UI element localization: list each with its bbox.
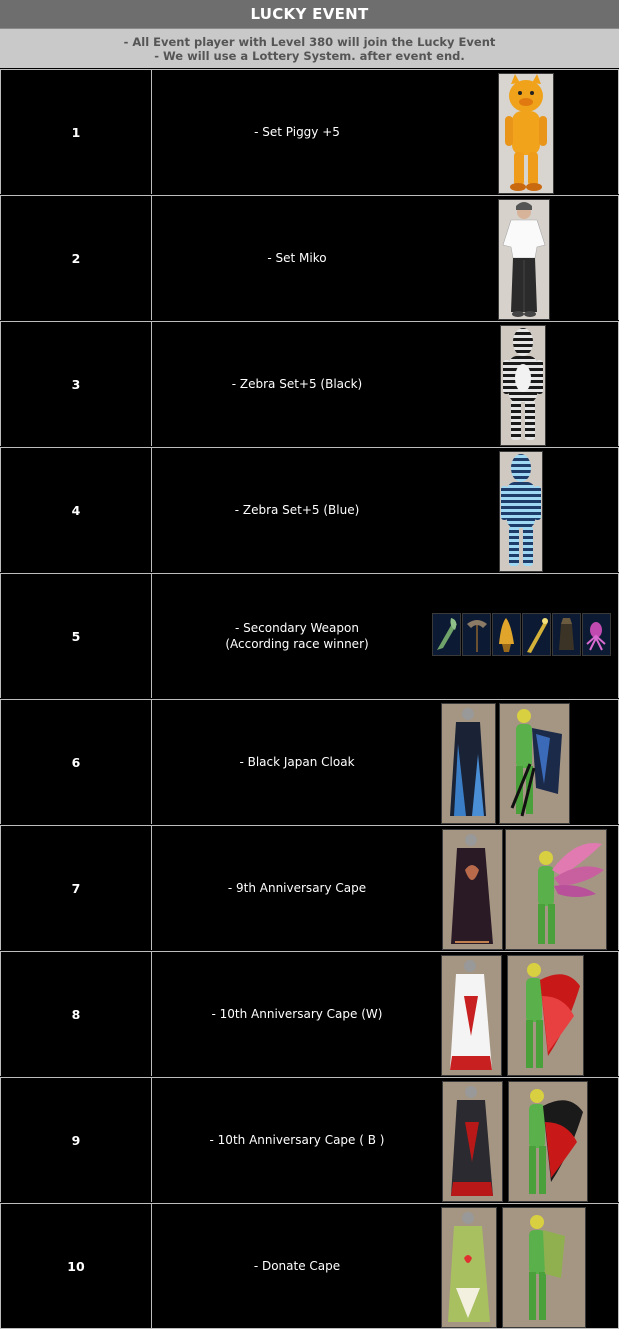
prize-name-note: (According race winner) [225, 637, 369, 651]
prize-cell: - 9th Anniversary Cape [152, 826, 619, 950]
cape-back-image [442, 1081, 503, 1202]
prize-row-2: 2 - Set Miko [0, 195, 619, 320]
prize-row-7: 7 - 9th Anniversary Cape [0, 825, 619, 950]
prize-name: - Zebra Set+5 (Blue) [234, 503, 360, 517]
weapon-image-1 [432, 613, 461, 656]
event-notes: - All Event player with Level 380 will j… [0, 29, 619, 68]
prize-name: - Black Japan Cloak [239, 755, 355, 769]
prize-name: - Set Miko [267, 251, 327, 265]
prize-table: 1 - Set Piggy +5 [0, 69, 619, 1329]
zebra-black-costume-image [500, 325, 546, 446]
prize-name: - Secondary Weapon [235, 621, 359, 635]
event-note-2: - We will use a Lottery System. after ev… [154, 48, 465, 63]
prize-number: 2 [0, 196, 152, 320]
cape-back-image [441, 1207, 497, 1328]
piggy-costume-image [498, 73, 554, 194]
prize-cell: - 10th Anniversary Cape ( B ) [152, 1078, 619, 1202]
prize-row-5: 5 - Secondary Weapon (According race win… [0, 573, 619, 698]
prize-number: 6 [0, 700, 152, 824]
prize-cell: - Black Japan Cloak [152, 700, 619, 824]
prize-number: 4 [0, 448, 152, 572]
prize-cell: - Zebra Set+5 (Blue) [152, 448, 619, 572]
prize-name: - Donate Cape [253, 1259, 341, 1273]
event-note-1: - All Event player with Level 380 will j… [123, 34, 496, 49]
weapon-image-3 [492, 613, 521, 656]
prize-cell: - Set Miko [152, 196, 619, 320]
cape-back-image [442, 829, 503, 950]
prize-number: 9 [0, 1078, 152, 1202]
weapon-image-5 [552, 613, 581, 656]
cloak-side-image [499, 703, 570, 824]
prize-number: 10 [0, 1204, 152, 1328]
cloak-back-image [441, 703, 496, 824]
prize-row-9: 9 - 10th Anniversary Cape ( B ) [0, 1077, 619, 1202]
prize-number: 8 [0, 952, 152, 1076]
weapon-image-4 [522, 613, 551, 656]
prize-cell: - Secondary Weapon (According race winne… [152, 574, 619, 698]
weapon-image-6 [582, 613, 611, 656]
prize-row-8: 8 - 10th Anniversary Cape (W) [0, 951, 619, 1076]
prize-cell: - Zebra Set+5 (Black) [152, 322, 619, 446]
prize-row-3: 3 - Zebra Set+5 (Black) [0, 321, 619, 446]
page-title: LUCKY EVENT [0, 0, 619, 29]
secondary-weapons-strip [432, 574, 612, 698]
prize-name: - 10th Anniversary Cape ( B ) [209, 1133, 385, 1147]
cape-side-image [502, 1207, 586, 1328]
prize-name: - Zebra Set+5 (Black) [231, 377, 363, 391]
cape-wings-image [507, 955, 584, 1076]
cape-wings-image [505, 829, 607, 950]
prize-cell: - 10th Anniversary Cape (W) [152, 952, 619, 1076]
cape-back-image [441, 955, 502, 1076]
prize-number: 7 [0, 826, 152, 950]
miko-costume-image [498, 199, 550, 320]
prize-number: 3 [0, 322, 152, 446]
prize-name: - Set Piggy +5 [254, 125, 340, 139]
zebra-blue-costume-image [499, 451, 543, 572]
prize-cell: - Set Piggy +5 [152, 70, 619, 194]
weapon-image-2 [462, 613, 491, 656]
prize-row-10: 10 - Donate Cape [0, 1203, 619, 1328]
prize-number: 1 [0, 70, 152, 194]
prize-name: - 10th Anniversary Cape (W) [211, 1007, 383, 1021]
prize-row-4: 4 - Zebra Set+5 (Blue) [0, 447, 619, 572]
prize-row-1: 1 - Set Piggy +5 [0, 69, 619, 194]
prize-name: - 9th Anniversary Cape [227, 881, 367, 895]
prize-cell: - Donate Cape [152, 1204, 619, 1328]
prize-number: 5 [0, 574, 152, 698]
cape-wings-image [508, 1081, 588, 1202]
prize-row-6: 6 - Black Japan Cloak [0, 699, 619, 824]
